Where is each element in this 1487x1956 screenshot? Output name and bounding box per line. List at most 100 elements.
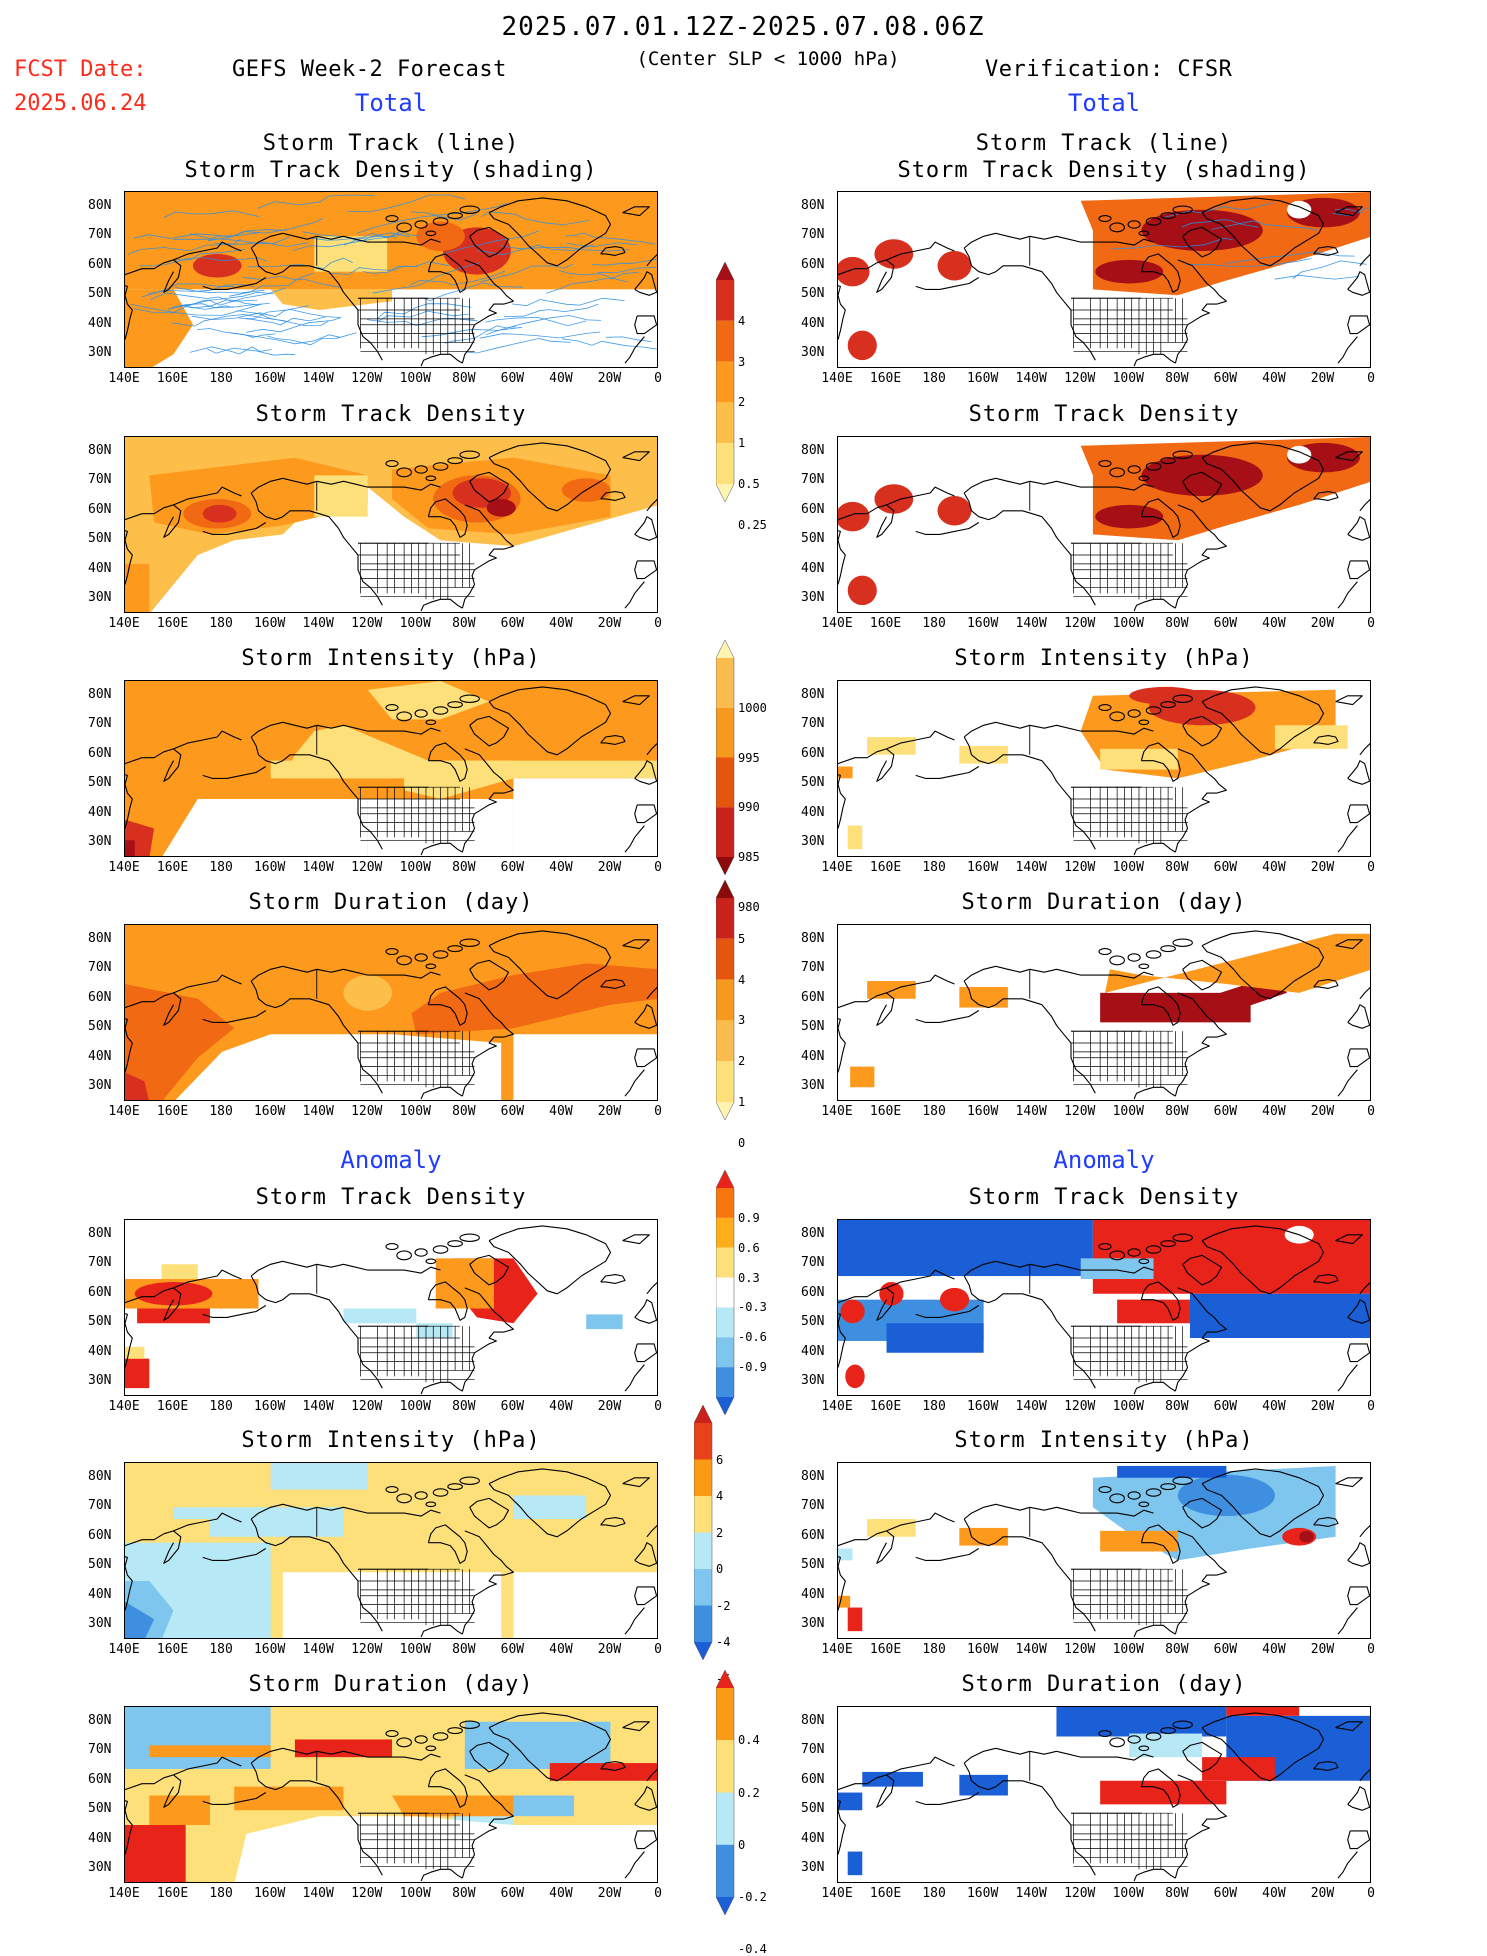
lon-tick-label: 140W (302, 1642, 334, 1657)
colorbar-tick-label: 6 (716, 1452, 724, 1467)
lon-tick-label: 160E (156, 1886, 189, 1901)
lat-tick-label: 30N (801, 590, 825, 606)
lat-tick-label: 60N (801, 1527, 825, 1543)
lon-tick-label: 80W (452, 616, 476, 631)
lon-tick-label: 160W (253, 860, 286, 875)
lon-tick-label: 160E (869, 1399, 902, 1414)
lon-tick-label: 160W (966, 616, 999, 631)
colorbar-tick-label: 990 (738, 800, 760, 815)
slp-criterion-subtitle: (Center SLP < 1000 hPa) (636, 48, 900, 70)
lat-tick-label: 40N (88, 1830, 112, 1846)
colorbar-tick-label: -0.3 (738, 1300, 767, 1315)
colorbar-tick-label: 2 (738, 395, 746, 410)
lon-tick-label: 160E (156, 1399, 189, 1414)
lon-tick-label: 120W (1064, 1642, 1096, 1657)
lat-tick-label: 80N (88, 930, 112, 946)
map-graphic (125, 1707, 657, 1882)
lon-tick-label: 100W (1112, 860, 1144, 875)
lon-tick-label: 40W (549, 1104, 573, 1119)
lat-tick-label: 50N (88, 1314, 112, 1330)
lat-tick-label: 80N (801, 1225, 825, 1241)
lon-tick-label: 140W (1015, 1886, 1047, 1901)
lon-tick-label: 20W (597, 860, 622, 875)
lat-tick-label: 70N (88, 472, 112, 488)
title-anom-density-left: Storm Track Density (255, 1185, 527, 1210)
lon-tick-label: 140W (1015, 371, 1047, 386)
lon-tick-label: 180 (922, 1399, 946, 1414)
lat-tick-label: 30N (88, 590, 112, 606)
colorbar-tick-label: -4 (716, 1635, 731, 1649)
lon-tick-label: 40W (549, 1886, 573, 1901)
lon-tick-label: 140E (108, 1399, 140, 1414)
lon-tick-label: 140W (1015, 616, 1047, 631)
lon-tick-label: 100W (399, 616, 431, 631)
lon-tick-label: 140E (821, 616, 853, 631)
map-duration-verification (837, 924, 1371, 1101)
title-anom-intensity-left: Storm Intensity (hPa) (241, 1428, 541, 1453)
colorbar-tick-label: -0.2 (738, 1890, 767, 1904)
map-graphic (125, 681, 657, 856)
lon-tick-label: 180 (209, 1642, 233, 1657)
lat-tick-label: 30N (88, 345, 112, 361)
lon-tick-label: 140W (1015, 860, 1047, 875)
lon-tick-label: 80W (1165, 371, 1189, 386)
lon-tick-label: 180 (922, 371, 946, 386)
lon-tick-label: 80W (1165, 616, 1189, 631)
lon-tick-label: 140W (302, 371, 334, 386)
lat-tick-label: 70N (88, 716, 112, 732)
lat-tick-label: 70N (88, 1255, 112, 1271)
lon-tick-label: 160W (966, 1642, 999, 1657)
lat-tick-label: 70N (801, 1255, 825, 1271)
colorbar-tick-label: 0.9 (738, 1210, 760, 1225)
lat-tick-label: 70N (801, 716, 825, 732)
colorbar-tick-label: -0.4 (738, 1942, 767, 1956)
colorbar-graphic (715, 1169, 735, 1416)
lon-tick-label: 80W (1165, 1104, 1189, 1119)
lon-tick-label: 140W (302, 860, 334, 875)
lon-tick-label: 160E (156, 616, 189, 631)
lon-tick-label: 60W (1213, 1104, 1238, 1119)
lat-tick-label: 40N (88, 1586, 112, 1602)
lat-tick-label: 70N (88, 960, 112, 976)
lon-tick-label: 100W (399, 1399, 431, 1414)
colorbar-tick-label: -0.9 (738, 1360, 767, 1375)
lon-tick-label: 80W (452, 1104, 476, 1119)
lat-tick-label: 70N (88, 227, 112, 243)
lon-tick-label: 100W (1112, 1642, 1144, 1657)
lat-tick-label: 40N (88, 804, 112, 820)
lat-tick-label: 50N (88, 286, 112, 302)
lat-tick-label: 60N (88, 989, 112, 1005)
lon-tick-label: 120W (351, 616, 383, 631)
lat-tick-label: 70N (88, 1498, 112, 1514)
lon-tick-label: 120W (1064, 616, 1096, 631)
lon-tick-label: 60W (1213, 860, 1238, 875)
lon-tick-label: 60W (500, 1642, 525, 1657)
map-intensity-forecast (124, 680, 658, 857)
lon-tick-label: 0 (654, 860, 662, 875)
colorbar-tick-label: 4 (716, 1489, 724, 1503)
lat-tick-label: 60N (801, 1284, 825, 1300)
colorbar-tick-label: 0.4 (738, 1733, 760, 1748)
lon-tick-label: 180 (209, 616, 233, 631)
colorbar-tick-label: 995 (738, 750, 760, 765)
lon-tick-label: 20W (1310, 860, 1335, 875)
colorbar-tick-label: 2 (716, 1525, 724, 1540)
lon-tick-label: 120W (1064, 371, 1096, 386)
lon-tick-label: 120W (351, 860, 383, 875)
lon-tick-label: 60W (500, 860, 525, 875)
map-density-verification (837, 436, 1371, 613)
colorbar-tick-label: 0 (738, 1135, 746, 1150)
lat-tick-label: 50N (801, 775, 825, 791)
lon-tick-label: 0 (654, 371, 662, 386)
lat-tick-label: 40N (801, 1048, 825, 1064)
lon-tick-label: 120W (1064, 1104, 1096, 1119)
right-total-label: Total (1067, 89, 1141, 117)
right-column-title: Verification: CFSR (985, 57, 1233, 82)
lon-tick-label: 100W (399, 1104, 431, 1119)
lon-tick-label: 60W (1213, 371, 1238, 386)
colorbar-tick-label: 1 (738, 436, 746, 451)
lat-tick-label: 80N (88, 197, 112, 213)
lon-tick-label: 120W (1064, 1399, 1096, 1414)
lon-tick-label: 100W (1112, 371, 1144, 386)
